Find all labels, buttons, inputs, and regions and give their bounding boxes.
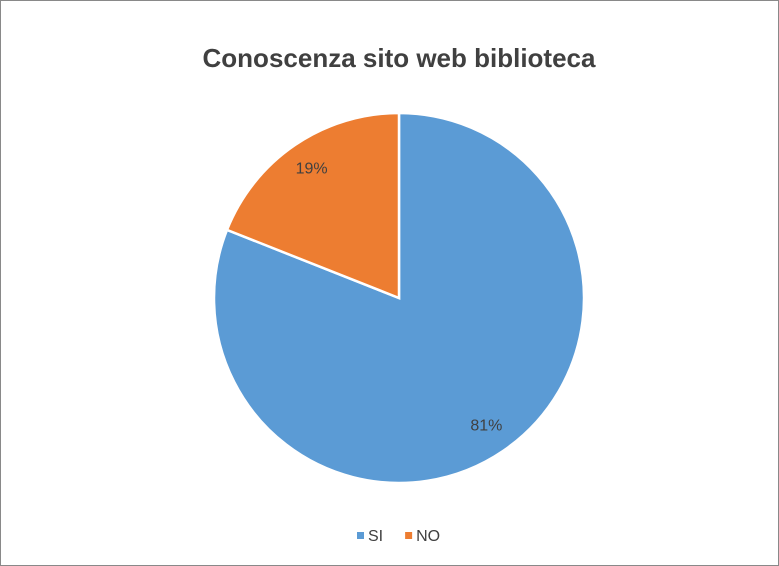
pie-slice bbox=[225, 111, 401, 300]
data-label: 81% bbox=[470, 418, 502, 435]
legend-swatch bbox=[405, 532, 413, 539]
legend-label: SI bbox=[368, 528, 383, 545]
legend-swatch bbox=[357, 532, 364, 539]
legend-label: NO bbox=[416, 528, 440, 545]
chart-title: Conoscenza sito web biblioteca bbox=[203, 43, 596, 73]
data-label: 19% bbox=[296, 161, 328, 178]
